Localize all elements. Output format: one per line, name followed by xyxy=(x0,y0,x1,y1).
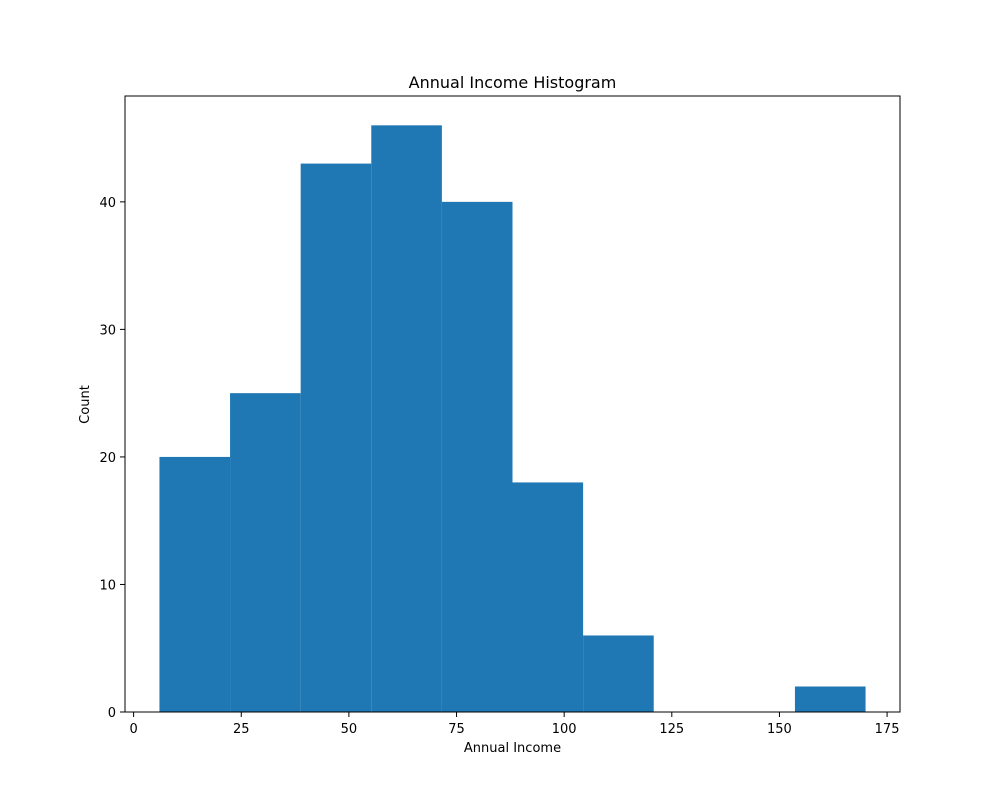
histogram-bar-0 xyxy=(159,456,231,712)
histogram-bar-4 xyxy=(441,201,513,712)
histogram-bar-1 xyxy=(230,393,301,712)
x-tick-label: 125 xyxy=(659,722,684,737)
axes-frame xyxy=(124,95,901,713)
y-tick-label: 0 xyxy=(108,706,116,721)
y-axis-ticks: 0 10 20 30 40 xyxy=(99,196,125,721)
y-tick-label: 20 xyxy=(99,451,116,466)
x-tick-label: 50 xyxy=(341,722,358,737)
x-tick-label: 75 xyxy=(448,722,465,737)
y-tick-label: 40 xyxy=(99,196,116,211)
chart-title: Annual Income Histogram xyxy=(409,73,617,92)
histogram-bar-3 xyxy=(371,125,442,713)
x-axis-label: Annual Income xyxy=(464,741,561,756)
y-tick-label: 10 xyxy=(99,578,116,593)
bars-group xyxy=(159,125,866,713)
histogram-bar-9 xyxy=(794,686,866,712)
x-tick-label: 0 xyxy=(129,722,137,737)
y-tick-label: 30 xyxy=(99,323,116,338)
x-tick-label: 150 xyxy=(767,722,792,737)
x-axis-ticks: 0 25 50 75 100 125 150 175 xyxy=(129,712,899,737)
x-tick-label: 175 xyxy=(875,722,900,737)
histogram-bar-5 xyxy=(512,482,584,712)
histogram-bar-2 xyxy=(300,163,372,712)
x-tick-label: 25 xyxy=(233,722,250,737)
histogram-bar-6 xyxy=(583,635,654,712)
x-tick-label: 100 xyxy=(552,722,577,737)
y-axis-label: Count xyxy=(78,385,93,424)
